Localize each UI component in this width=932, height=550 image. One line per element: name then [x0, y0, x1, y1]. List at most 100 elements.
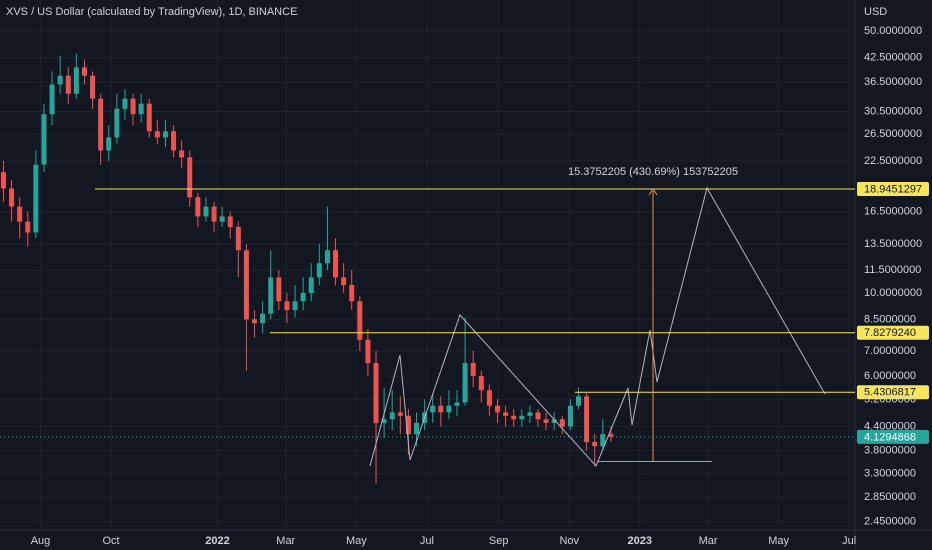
current-price-tag: [857, 429, 929, 444]
candles: [0, 53, 614, 484]
candle-body: [98, 98, 104, 151]
candle-body: [260, 313, 266, 324]
candle-body: [430, 405, 436, 413]
x-tick-label: Mar: [699, 535, 718, 547]
y-tick-label: 2.4500000: [864, 516, 916, 528]
y-tick-label: 42.5000000: [864, 51, 922, 63]
y-tick-label: 10.0000000: [864, 287, 922, 299]
candle-body: [235, 226, 241, 251]
candle-body: [17, 206, 23, 222]
candle-body: [575, 396, 581, 406]
candle-body: [292, 301, 298, 311]
candle-body: [9, 188, 15, 207]
y-axis-label: USD: [864, 6, 887, 18]
candle-body: [414, 422, 420, 435]
x-tick-label: Sep: [489, 535, 509, 547]
x-tick-label: 2023: [628, 535, 652, 547]
y-tick-label: 13.5000000: [864, 238, 922, 250]
x-tick-label: Oct: [103, 535, 120, 547]
candle-body: [57, 75, 63, 85]
measure-label: 15.3752205 (430.69%) 153752205: [568, 166, 738, 178]
x-tick-label: Aug: [31, 535, 51, 547]
candle-body: [397, 412, 403, 416]
x-tick-label: Mar: [276, 535, 295, 547]
y-tick-label: 36.5000000: [864, 76, 922, 88]
candle-body: [154, 131, 160, 138]
candle-body: [138, 103, 144, 115]
candle-body: [592, 442, 598, 447]
candle-body: [494, 405, 500, 413]
candle-body: [284, 301, 290, 311]
x-tick-label: May: [768, 535, 789, 547]
y-tick-label: 30.5000000: [864, 105, 922, 117]
y-tick-label: 2.8500000: [864, 491, 916, 503]
candle-body: [519, 415, 525, 420]
candle-body: [567, 405, 573, 427]
candle-body: [373, 363, 379, 423]
x-tick-label: 2022: [205, 535, 229, 547]
y-tick-label: 26.5000000: [864, 128, 922, 140]
candle-body: [454, 402, 460, 406]
chart-title: XVS / US Dollar (calculated by TradingVi…: [6, 6, 297, 18]
y-tick-label: 3.3000000: [864, 467, 916, 479]
candle-body: [511, 415, 517, 420]
candle-body: [106, 137, 112, 151]
candle-body: [162, 131, 168, 138]
candle-body: [503, 412, 509, 416]
y-tick-label: 11.5000000: [864, 264, 921, 276]
current-price-label: 4.1294868: [864, 431, 916, 443]
candle-body: [25, 221, 31, 233]
candle-body: [243, 250, 249, 320]
candle-body: [551, 419, 557, 423]
level-tag: [857, 181, 929, 196]
candle-body: [195, 197, 201, 217]
candle-body: [65, 75, 71, 94]
candle-body: [81, 67, 87, 76]
candle-body: [324, 250, 330, 264]
candle-body: [381, 419, 387, 423]
candle-body: [357, 301, 363, 340]
level-label: 5.4306817: [864, 387, 916, 399]
y-tick-label: 5.2000000: [864, 393, 916, 405]
candle-body: [333, 250, 339, 278]
y-tick-label: 3.8000000: [864, 444, 916, 456]
candle-body: [446, 405, 452, 413]
candle-body: [341, 277, 347, 285]
candle-body: [114, 108, 120, 138]
candle-body: [349, 284, 355, 302]
candle-body: [543, 419, 549, 423]
candle-body: [365, 339, 371, 364]
candle-body: [268, 277, 274, 314]
candle-body: [559, 419, 565, 427]
candle-body: [122, 98, 128, 109]
level-label: 7.8279240: [864, 327, 916, 339]
candle-body: [33, 164, 39, 233]
candle-body: [462, 363, 468, 403]
candle-body: [438, 405, 444, 413]
x-tick-label: Jul: [420, 535, 434, 547]
projection-path: [369, 186, 826, 467]
candle-body: [300, 292, 306, 302]
level-tag: [857, 385, 929, 400]
candle-body: [470, 363, 476, 377]
y-tick-label: 50.0000000: [864, 25, 922, 37]
x-tick-label: Nov: [559, 535, 579, 547]
measure-arrow: [648, 188, 658, 196]
x-tick-label: May: [346, 535, 367, 547]
x-tick-label: Jul: [842, 535, 856, 547]
candle-body: [90, 75, 96, 99]
y-tick-label: 4.4000000: [864, 420, 916, 432]
y-tick-label: 16.5000000: [864, 205, 922, 217]
candle-body: [227, 216, 233, 227]
candle-body: [276, 277, 282, 302]
grid: [0, 0, 855, 530]
candle-body: [171, 131, 177, 151]
y-tick-label: 6.0000000: [864, 370, 916, 382]
candle-body: [73, 67, 79, 94]
candle-body: [187, 157, 193, 198]
candle-body: [608, 434, 614, 437]
candle-body: [535, 412, 541, 420]
candle-body: [478, 376, 484, 391]
